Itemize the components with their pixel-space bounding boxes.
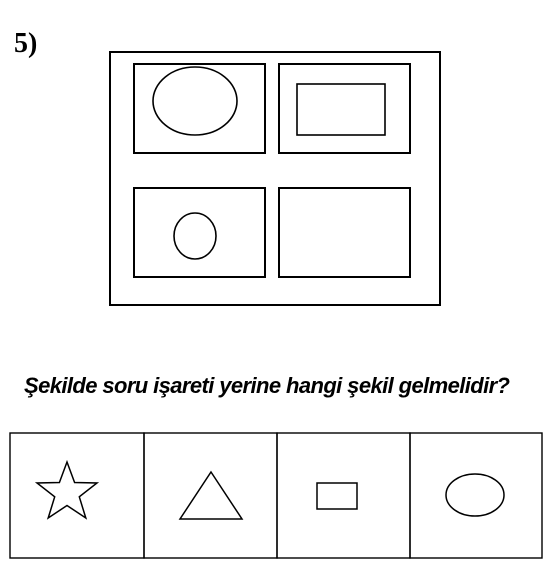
puzzle-rectangle-shape xyxy=(296,83,386,136)
option-box-1[interactable] xyxy=(9,432,145,559)
puzzle-cell-top-left xyxy=(133,63,266,154)
ellipse-icon xyxy=(445,473,505,517)
puzzle-outer-frame xyxy=(109,51,441,306)
option-box-2[interactable] xyxy=(143,432,278,559)
rectangle-icon xyxy=(316,482,358,510)
puzzle-circle-shape xyxy=(173,212,217,260)
star-icon xyxy=(34,459,100,520)
puzzle-cell-bottom-left xyxy=(133,187,266,278)
triangle-icon xyxy=(178,470,244,520)
puzzle-figure xyxy=(109,51,441,306)
question-text: Şekilde soru işareti yerine hangi şekil … xyxy=(24,373,510,398)
puzzle-ellipse-shape xyxy=(152,66,238,136)
option-box-3[interactable] xyxy=(276,432,411,559)
question-number: 5) xyxy=(14,28,38,59)
puzzle-cell-top-right xyxy=(278,63,411,154)
option-box-4[interactable] xyxy=(409,432,543,559)
puzzle-cell-bottom-right xyxy=(278,187,411,278)
